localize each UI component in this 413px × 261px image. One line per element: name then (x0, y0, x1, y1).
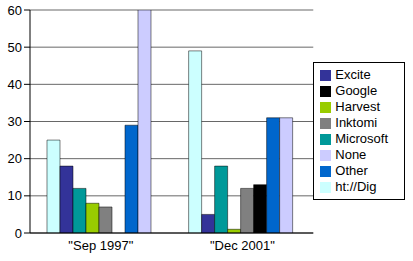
svg-text:50: 50 (8, 40, 22, 55)
svg-text:60: 60 (8, 3, 22, 18)
html-text:None: None (335, 146, 367, 162)
html-text:Excite: Excite (335, 66, 371, 82)
svg-text:"Dec 2001": "Dec 2001" (210, 238, 275, 253)
svg-text:"Sep 1997": "Sep 1997" (68, 238, 133, 253)
svg-text:10: 10 (8, 188, 22, 203)
html-text:Inktomi: Inktomi (335, 114, 378, 130)
svg-text:0: 0 (15, 226, 22, 241)
html-text:ht://Dig: ht://Dig (335, 178, 377, 194)
html-text:Other: Other (335, 162, 368, 178)
svg-text:30: 30 (8, 114, 22, 129)
svg-text:40: 40 (8, 77, 22, 92)
html-text:Google: Google (335, 82, 378, 98)
svg-text:20: 20 (8, 151, 22, 166)
html-text:Harvest: Harvest (335, 98, 381, 114)
html-text:Microsoft: Microsoft (335, 130, 388, 146)
